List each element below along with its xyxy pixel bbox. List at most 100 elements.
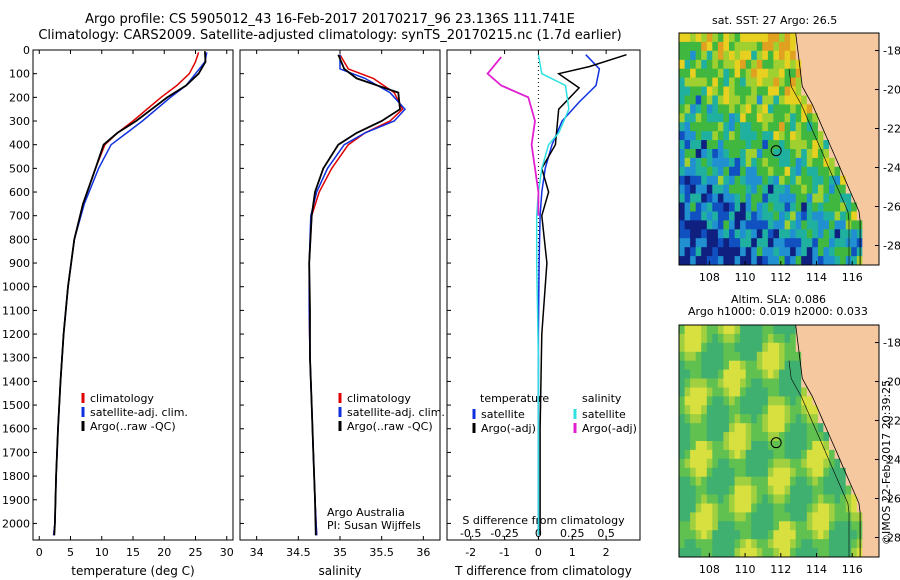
map-y-tick-label: -26 [883,201,900,214]
legend-label: satellite [481,408,525,421]
map-y-tick-label: -22 [883,123,900,136]
map-y-tick-label: -26 [883,493,900,506]
map-y-tick-label: -20 [883,84,900,97]
y-tick-label: 1300 [2,352,30,365]
y-tick-label: 0 [23,44,30,57]
x-tick-label: 5 [67,546,74,559]
map-x-tick-label: 110 [735,563,756,576]
y-tick-label: 1200 [2,328,30,341]
legend-heading-temperature: temperature [480,392,549,405]
y-tick-label: 700 [9,210,30,223]
x-axis-label: temperature (deg C) [71,564,194,578]
legend-label: Argo(-adj) [481,422,536,435]
y-tick-label: 300 [9,115,30,128]
figure-title-line-1: Argo profile: CS 5905012_43 16-Feb-2017 … [85,12,575,27]
map-y-tick-label: -28 [883,532,900,545]
isobath-line [788,68,850,265]
y-tick-label: 2000 [2,517,30,530]
map-y-tick-label: -20 [883,376,900,389]
y-tick-label: 1600 [2,423,30,436]
x-tick-label: 34 [250,546,264,559]
map-x-tick-label: 112 [770,563,791,576]
series-line-argorawqc [53,51,207,536]
y-tick-label: 900 [9,257,30,270]
legend-label: climatology [347,392,411,405]
y-tick-label: 1400 [2,375,30,388]
map-x-tick-label: 108 [699,563,720,576]
sla-map-title-1: Altim. SLA: 0.086 [731,293,827,306]
map-x-tick-label: 110 [735,271,756,284]
x-tick-label: 2 [603,546,610,559]
map-y-tick-label: -28 [883,240,900,253]
y-tick-label: 600 [9,186,30,199]
top-axis-tick-label: 0.5 [597,527,615,540]
sst-frame [678,32,880,266]
x-tick-label: 0 [36,546,43,559]
legend-heading-salinity: salinity [582,392,622,405]
x-axis-label: salinity [318,564,361,578]
x-tick-label: 10 [95,546,109,559]
map-x-tick-label: 114 [806,563,827,576]
map-x-tick-label: 114 [806,271,827,284]
legend-label: satellite-adj. clim. [90,406,188,419]
y-tick-label: 1700 [2,446,30,459]
x-tick-label: 36 [416,546,430,559]
series-line-argoadj [486,56,540,216]
x-tick-label: 35.5 [369,546,394,559]
argo-float-marker [770,437,782,449]
series-line-satellite [535,54,570,536]
annotation-text: Argo Australia [327,506,405,519]
y-tick-label: 500 [9,162,30,175]
x-tick-label: 15 [126,546,140,559]
y-tick-label: 1000 [2,281,30,294]
map-y-tick-label: -22 [883,415,900,428]
panel-2-frame [239,49,441,541]
map-x-tick-label: 108 [699,271,720,284]
series-line-argorawqc [308,54,401,536]
sla-map [679,324,880,558]
map-x-tick-label: 116 [842,271,863,284]
coastline [795,324,861,557]
panel-3-frame [446,49,641,541]
x-tick-label: 35 [333,546,347,559]
y-tick-label: 1100 [2,304,30,317]
sst-map [679,32,880,266]
map-x-tick-label: 116 [842,563,863,576]
x-tick-label: 34.5 [286,546,311,559]
x-tick-label: -1 [499,546,510,559]
map-x-tick-label: 112 [770,271,791,284]
map-y-tick-label: -24 [883,162,900,175]
x-tick-label: 20 [157,546,171,559]
legend-label: Argo(-adj) [582,422,637,435]
y-tick-label: 100 [9,68,30,81]
x-tick-label: 25 [189,546,203,559]
top-axis-tick-label: 0.25 [560,527,585,540]
sst-map-title: sat. SST: 27 Argo: 26.5 [712,14,838,27]
annotation-text: PI: Susan Wijffels [327,519,421,532]
y-tick-label: 1500 [2,399,30,412]
map-y-tick-label: -18 [883,45,900,58]
top-axis-tick-label: -0.5 [460,527,481,540]
x-tick-label: 30 [220,546,234,559]
map-y-tick-label: -18 [883,337,900,350]
y-tick-label: 1900 [2,494,30,507]
x-tick-label: -2 [465,546,476,559]
sla-map-title-2: Argo h1000: 0.019 h2000: 0.033 [688,305,868,318]
legend-label: satellite-adj. clim. [347,406,445,419]
map-y-tick-label: -24 [883,454,900,467]
coastline [795,32,861,265]
argo-float-marker [770,145,782,157]
legend-label: Argo(..raw -QC) [347,420,433,433]
y-tick-label: 200 [9,91,30,104]
sla-frame [678,324,880,558]
x-axis-label: T difference from climatology [454,564,632,578]
top-axis-tick-label: -0.25 [490,527,518,540]
top-axis-label: S difference from climatology [462,514,625,527]
legend-label: satellite [582,408,626,421]
x-tick-label: 0 [535,546,542,559]
legend-label: Argo(..raw -QC) [90,420,176,433]
x-tick-label: 1 [569,546,576,559]
y-tick-label: 1800 [2,470,30,483]
y-tick-label: 800 [9,233,30,246]
